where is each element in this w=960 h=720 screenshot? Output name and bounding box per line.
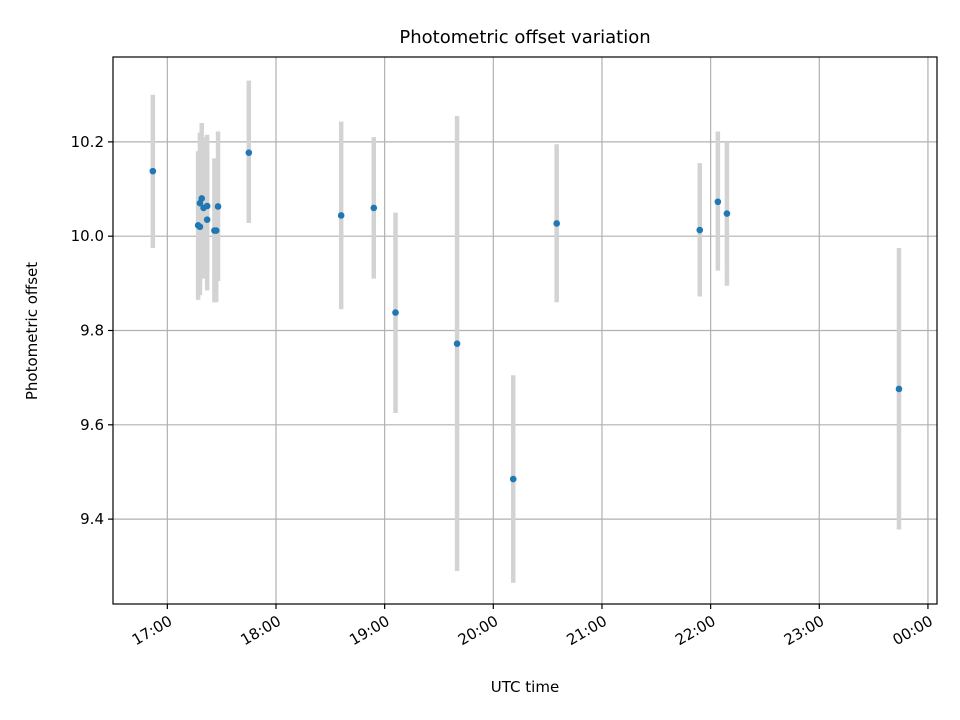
data-point: [370, 204, 378, 212]
y-tick-label: 10.0: [71, 227, 104, 245]
data-point: [696, 226, 704, 234]
axis-ticks: [108, 141, 929, 609]
y-tick-label: 9.4: [80, 510, 104, 528]
data-point: [553, 220, 560, 227]
data-point: [895, 385, 903, 393]
data-point: [723, 210, 731, 217]
data-point: [203, 216, 211, 223]
data-point: [203, 202, 211, 210]
data-point: [198, 195, 206, 202]
y-tick-label: 9.8: [80, 322, 104, 340]
data-point: [453, 340, 461, 348]
grid-lines: [113, 57, 937, 604]
data-point: [212, 227, 220, 234]
data-point: [245, 149, 253, 157]
chart-title: Photometric offset variation: [399, 27, 650, 48]
y-tick-label: 10.2: [71, 133, 104, 151]
data-point: [196, 223, 204, 231]
data-point: [337, 212, 345, 219]
data-point: [214, 203, 222, 210]
data-point: [392, 309, 399, 316]
data-point: [714, 198, 722, 206]
data-points: [149, 149, 903, 483]
data-point: [149, 167, 157, 175]
data-point: [509, 475, 517, 483]
y-tick-label: 9.6: [80, 416, 104, 434]
x-axis-label: UTC time: [491, 678, 559, 696]
y-axis-label: Photometric offset: [23, 262, 41, 400]
